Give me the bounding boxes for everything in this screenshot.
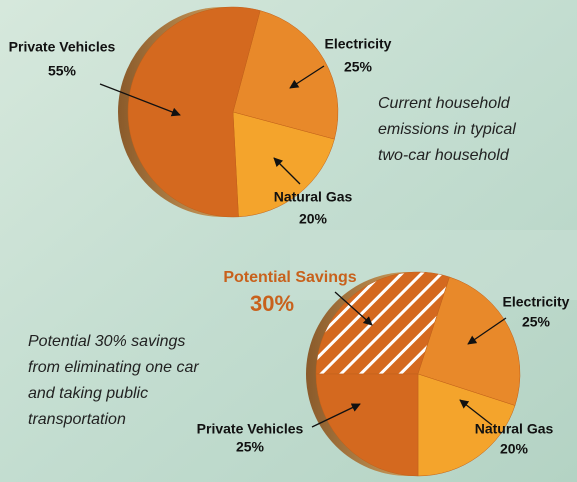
annotation: from eliminating one car bbox=[28, 359, 199, 376]
pie-slice bbox=[127, 6, 261, 218]
slice-value-label: 55% bbox=[48, 63, 77, 79]
pie-slice bbox=[315, 373, 419, 477]
slice-label: Natural Gas bbox=[475, 421, 554, 437]
annotation: emissions in typical bbox=[378, 121, 516, 138]
slice-label: Natural Gas bbox=[274, 189, 353, 205]
slice-value-label: 20% bbox=[299, 211, 328, 227]
slice-label: Private Vehicles bbox=[197, 421, 304, 437]
label-arrow bbox=[289, 65, 325, 89]
pie-slice bbox=[417, 373, 516, 477]
slice-value-label: 25% bbox=[344, 59, 373, 75]
slice-label: Electricity bbox=[503, 294, 570, 310]
label-arrow bbox=[311, 403, 361, 428]
annotation: two-car household bbox=[378, 147, 510, 164]
slice-label: Private Vehicles bbox=[9, 39, 116, 55]
annotation: and taking public bbox=[28, 385, 148, 402]
slice-label: Electricity bbox=[325, 36, 392, 52]
label-arrow bbox=[334, 291, 373, 326]
slice-value-label: 25% bbox=[236, 439, 265, 455]
pie-slice bbox=[315, 271, 450, 375]
annotation: Potential 30% savings bbox=[28, 333, 185, 350]
label-arrow bbox=[273, 157, 301, 185]
slice-value-label: 25% bbox=[522, 314, 551, 330]
annotation: Current household bbox=[378, 95, 511, 112]
label-arrow bbox=[99, 83, 181, 117]
label-arrow bbox=[467, 317, 507, 345]
label-arrow bbox=[459, 399, 493, 426]
slice-label: Potential Savings bbox=[223, 269, 356, 286]
slice-value-label: 20% bbox=[500, 441, 529, 457]
slice-value-label: 30% bbox=[250, 291, 294, 316]
annotation: transportation bbox=[28, 411, 126, 428]
pie-slice bbox=[232, 10, 339, 140]
pie-slice bbox=[232, 111, 335, 218]
